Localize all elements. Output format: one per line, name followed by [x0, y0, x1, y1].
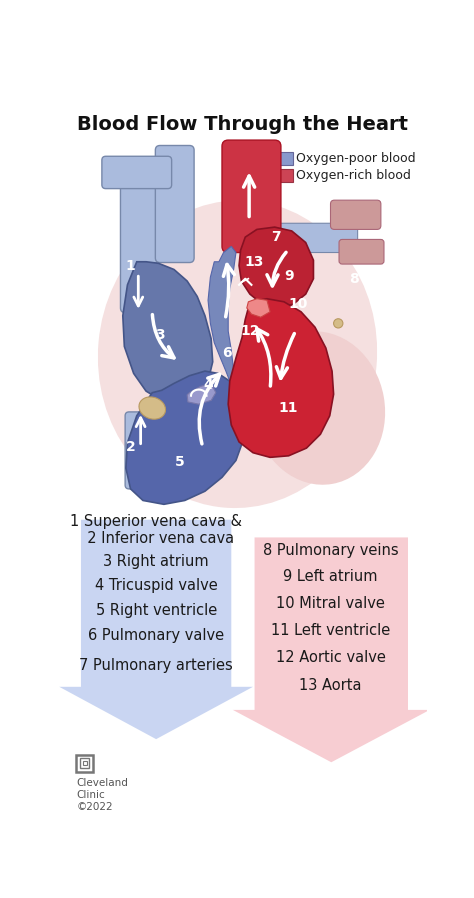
Text: 1: 1 [126, 259, 136, 273]
FancyBboxPatch shape [273, 224, 357, 252]
Text: 11: 11 [278, 401, 298, 415]
Text: 7 Pulmonary arteries: 7 Pulmonary arteries [79, 657, 233, 673]
Text: 5: 5 [174, 455, 184, 469]
Text: 7: 7 [272, 230, 281, 244]
FancyBboxPatch shape [330, 200, 381, 229]
Text: 6: 6 [222, 346, 231, 359]
Text: 10 Mitral valve: 10 Mitral valve [276, 596, 385, 612]
Text: 8 Pulmonary veins: 8 Pulmonary veins [263, 543, 398, 558]
Bar [82, 761, 87, 765]
FancyBboxPatch shape [155, 145, 194, 262]
Polygon shape [123, 261, 213, 404]
FancyBboxPatch shape [339, 240, 384, 264]
Text: 13: 13 [245, 255, 264, 269]
FancyBboxPatch shape [102, 156, 172, 189]
Ellipse shape [98, 200, 377, 508]
Bar [280, 153, 292, 164]
FancyBboxPatch shape [125, 412, 156, 489]
Text: Blood Flow Through the Heart: Blood Flow Through the Heart [77, 115, 409, 134]
Text: 2: 2 [126, 439, 136, 453]
Text: 12: 12 [241, 324, 260, 338]
Text: 9: 9 [284, 269, 293, 283]
Text: 12 Aortic valve: 12 Aortic valve [275, 650, 385, 665]
Text: 1 Superior vena cava &
  2 Inferior vena cava: 1 Superior vena cava & 2 Inferior vena c… [70, 514, 242, 546]
Text: 4 Tricuspid valve: 4 Tricuspid valve [95, 578, 218, 594]
Ellipse shape [253, 331, 385, 485]
Text: 5 Right ventricle: 5 Right ventricle [95, 603, 217, 618]
FancyBboxPatch shape [120, 180, 157, 313]
Text: 13 Aorta: 13 Aorta [299, 678, 362, 692]
Polygon shape [239, 227, 313, 308]
Polygon shape [208, 246, 236, 381]
Ellipse shape [139, 397, 165, 419]
Polygon shape [187, 383, 216, 404]
Polygon shape [59, 520, 253, 739]
Bar [76, 754, 93, 771]
Polygon shape [247, 299, 270, 317]
Text: 3: 3 [155, 328, 165, 342]
Text: 6 Pulmonary valve: 6 Pulmonary valve [88, 628, 224, 643]
Text: 3 Right atrium: 3 Right atrium [103, 554, 209, 568]
Polygon shape [126, 371, 245, 505]
Text: 8: 8 [349, 272, 359, 286]
Text: 11 Left ventricle: 11 Left ventricle [271, 623, 390, 638]
Text: Oxygen-rich blood: Oxygen-rich blood [296, 169, 411, 182]
Polygon shape [228, 299, 334, 457]
FancyBboxPatch shape [222, 140, 281, 252]
Bar [280, 170, 292, 181]
Text: 4: 4 [203, 378, 213, 392]
Ellipse shape [334, 319, 343, 328]
Text: 10: 10 [288, 297, 308, 311]
Bar [80, 759, 90, 768]
Text: Cleveland
Clinic
©2022: Cleveland Clinic ©2022 [76, 778, 128, 813]
Polygon shape [233, 537, 430, 762]
Text: 9 Left atrium: 9 Left atrium [283, 569, 378, 585]
Text: Oxygen-poor blood: Oxygen-poor blood [296, 152, 416, 165]
